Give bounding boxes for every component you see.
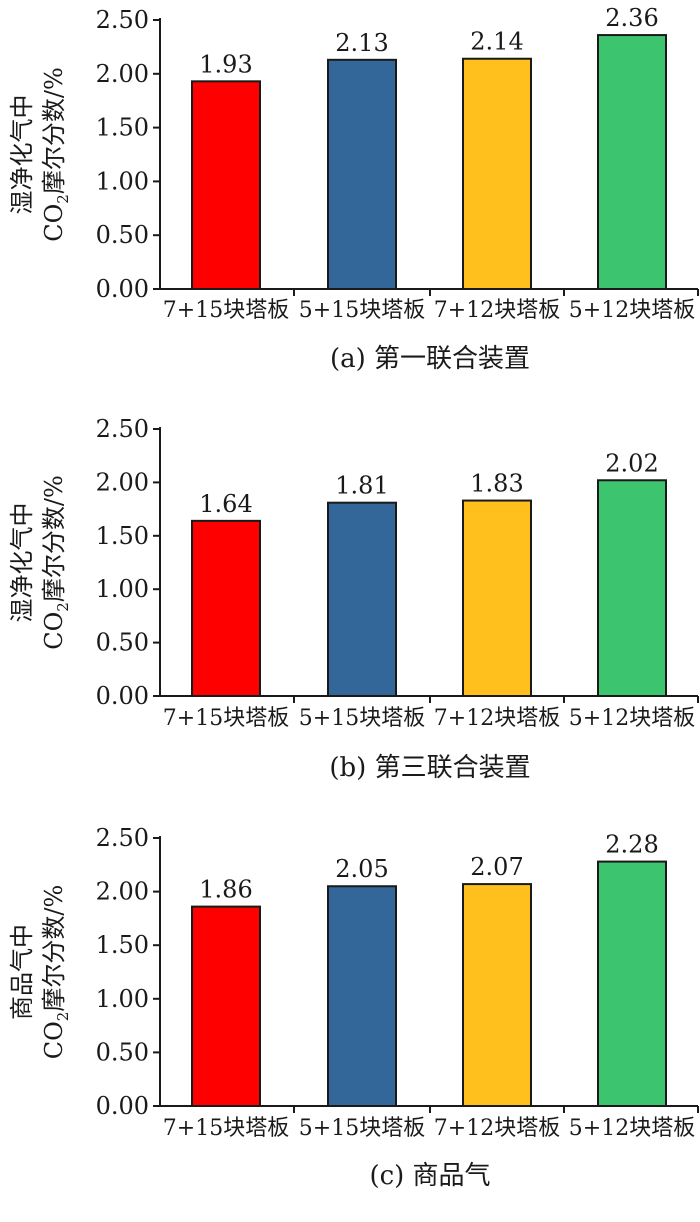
y-axis-title-subscript: 2 bbox=[54, 194, 72, 204]
y-axis-title-unit: 摩尔分数/% bbox=[40, 67, 68, 194]
bar-2 bbox=[327, 885, 397, 1107]
y-axis-title-subscript: 2 bbox=[54, 1012, 72, 1022]
y-tick-label-5: 2.00 bbox=[96, 878, 149, 906]
y-axis-title-unit: 摩尔分数/% bbox=[40, 885, 68, 1012]
y-tick-label-3: 1.00 bbox=[96, 167, 149, 195]
panel-caption: (c) 商品气 bbox=[369, 1161, 490, 1191]
y-tick-label-5: 2.00 bbox=[96, 468, 149, 496]
x-tick-label-2: 5+15块塔板 bbox=[299, 1116, 425, 1141]
bar-1 bbox=[191, 905, 261, 1107]
x-tick-label-2: 5+15块塔板 bbox=[299, 298, 425, 323]
y-axis-title-line2: CO2摩尔分数/% bbox=[40, 885, 72, 1059]
data-label-2: 2.05 bbox=[335, 855, 388, 883]
bar-4 bbox=[597, 860, 667, 1107]
y-tick-label-1: 0.00 bbox=[96, 275, 149, 303]
y-tick-label-6: 2.50 bbox=[96, 415, 149, 443]
bar-3 bbox=[462, 499, 532, 697]
bar-1 bbox=[191, 80, 261, 290]
panel-caption: (b) 第三联合装置 bbox=[329, 753, 530, 783]
x-tick-label-3: 7+12块塔板 bbox=[434, 298, 560, 323]
data-label-4: 2.36 bbox=[605, 4, 658, 32]
bar-3 bbox=[462, 57, 532, 291]
x-tick-label-4: 5+12块塔板 bbox=[569, 298, 695, 323]
data-label-1: 1.86 bbox=[199, 876, 252, 904]
y-tick-label-3: 1.00 bbox=[96, 985, 149, 1013]
x-tick-label-1: 7+15块塔板 bbox=[163, 298, 289, 323]
y-tick-label-4: 1.50 bbox=[96, 522, 149, 550]
bar-1 bbox=[191, 519, 261, 698]
y-tick-label-4: 1.50 bbox=[96, 114, 149, 142]
data-label-2: 2.13 bbox=[335, 29, 388, 57]
chart-panel-3: 1.86 2.05 2.07 2.28 0.00 0.50 1.00 1.50 2.00 2.50… bbox=[8, 824, 699, 1191]
bar-4 bbox=[597, 34, 667, 291]
x-tick-label-3: 7+12块塔板 bbox=[434, 706, 560, 731]
x-tick-label-1: 7+15块塔板 bbox=[163, 706, 289, 731]
y-tick-label-5: 2.00 bbox=[96, 60, 149, 88]
x-tick-label-4: 5+12块塔板 bbox=[569, 1116, 695, 1141]
x-tick-label-2: 5+15块塔板 bbox=[299, 706, 425, 731]
data-label-3: 2.14 bbox=[470, 28, 523, 56]
chart-panel-1: 1.93 2.13 2.14 2.36 0.00 0.50 1.00 1.50 2.00 2.50… bbox=[8, 4, 699, 374]
y-tick-label-6: 2.50 bbox=[96, 6, 149, 34]
y-axis-title-line2: CO2摩尔分数/% bbox=[40, 67, 72, 241]
data-label-3: 1.83 bbox=[470, 470, 523, 498]
y-tick-label-2: 0.50 bbox=[96, 629, 149, 657]
y-tick-label-4: 1.50 bbox=[96, 931, 149, 959]
bar-3 bbox=[462, 883, 532, 1108]
y-axis-title-subscript: 2 bbox=[54, 602, 72, 612]
data-label-1: 1.93 bbox=[199, 50, 252, 78]
y-axis-title-unit: 摩尔分数/% bbox=[40, 475, 68, 602]
x-tick-label-1: 7+15块塔板 bbox=[163, 1116, 289, 1141]
panel-caption: (a) 第一联合装置 bbox=[330, 344, 530, 374]
data-label-3: 2.07 bbox=[470, 853, 523, 881]
bar-2 bbox=[327, 58, 397, 291]
bar-2 bbox=[327, 501, 397, 697]
y-tick-label-1: 0.00 bbox=[96, 682, 149, 710]
x-tick-label-4: 5+12块塔板 bbox=[569, 706, 695, 731]
bar-4 bbox=[597, 479, 667, 697]
y-tick-label-1: 0.00 bbox=[96, 1092, 149, 1120]
y-axis-title-co: CO bbox=[40, 1021, 68, 1059]
y-axis-title-line1: 湿净化气中 bbox=[8, 95, 36, 215]
chart-panel-2: 1.64 1.81 1.83 2.02 0.00 0.50 1.00 1.50 2.00 2.50… bbox=[8, 415, 699, 783]
y-tick-label-2: 0.50 bbox=[96, 1038, 149, 1066]
y-axis-title-co: CO bbox=[40, 204, 68, 242]
x-tick-label-3: 7+12块塔板 bbox=[434, 1116, 560, 1141]
y-axis-title-line2: CO2摩尔分数/% bbox=[40, 475, 72, 649]
y-tick-label-3: 1.00 bbox=[96, 575, 149, 603]
y-axis-title-line1: 商品气中 bbox=[8, 924, 36, 1020]
y-tick-label-6: 2.50 bbox=[96, 824, 149, 852]
y-tick-label-2: 0.50 bbox=[96, 221, 149, 249]
y-axis-title-line1: 湿净化气中 bbox=[8, 503, 36, 623]
data-label-2: 1.81 bbox=[335, 472, 388, 500]
data-label-1: 1.64 bbox=[199, 490, 252, 518]
data-label-4: 2.02 bbox=[605, 449, 658, 477]
y-axis-title-co: CO bbox=[40, 612, 68, 650]
data-label-4: 2.28 bbox=[605, 831, 658, 859]
